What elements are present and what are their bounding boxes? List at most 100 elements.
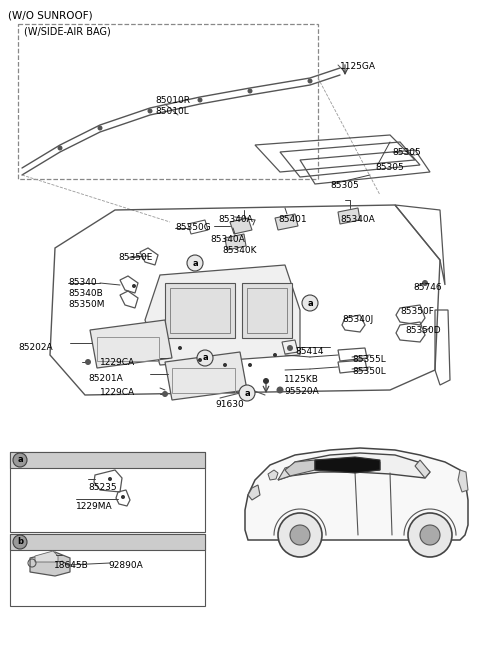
Circle shape: [408, 513, 452, 557]
Circle shape: [187, 255, 203, 271]
Text: 1229CA: 1229CA: [100, 388, 135, 397]
Polygon shape: [225, 234, 246, 250]
Text: 85340A: 85340A: [340, 215, 375, 224]
Circle shape: [58, 145, 62, 150]
Polygon shape: [275, 214, 298, 230]
Text: b: b: [17, 537, 23, 546]
Polygon shape: [355, 460, 380, 472]
Text: 85340B: 85340B: [68, 289, 103, 298]
Polygon shape: [338, 208, 360, 224]
Circle shape: [420, 525, 440, 545]
Text: 85350E: 85350E: [118, 253, 152, 262]
Circle shape: [197, 98, 203, 102]
Bar: [165, 283, 235, 338]
Text: 85350G: 85350G: [175, 223, 211, 232]
Circle shape: [223, 363, 227, 367]
Polygon shape: [35, 551, 58, 562]
Text: a: a: [17, 455, 23, 465]
Text: 1229MA: 1229MA: [76, 502, 113, 511]
Polygon shape: [278, 453, 430, 480]
Text: 85401: 85401: [278, 215, 307, 224]
Circle shape: [302, 295, 318, 311]
Circle shape: [290, 525, 310, 545]
Text: 85350M: 85350M: [68, 300, 105, 309]
Circle shape: [198, 358, 202, 362]
Polygon shape: [315, 457, 380, 473]
Polygon shape: [165, 352, 247, 400]
Bar: [10, 534, 205, 550]
Polygon shape: [245, 448, 468, 540]
Text: 1125KB: 1125KB: [284, 375, 319, 384]
Circle shape: [132, 284, 136, 288]
Bar: [242, 283, 292, 338]
Circle shape: [13, 535, 27, 549]
Text: 85340K: 85340K: [222, 246, 256, 255]
Polygon shape: [278, 465, 295, 480]
Text: 95520A: 95520A: [284, 387, 319, 396]
Polygon shape: [230, 218, 252, 234]
Polygon shape: [145, 265, 300, 365]
Circle shape: [248, 88, 252, 94]
Text: 18645B: 18645B: [54, 561, 89, 570]
Polygon shape: [415, 460, 430, 478]
Circle shape: [287, 345, 293, 351]
Bar: [97, 337, 159, 361]
Bar: [247, 288, 287, 333]
Polygon shape: [315, 460, 355, 472]
Text: a: a: [202, 354, 208, 362]
Text: 1229CA: 1229CA: [100, 358, 135, 367]
Circle shape: [108, 477, 112, 481]
Text: 85340: 85340: [68, 278, 96, 287]
Circle shape: [263, 378, 269, 384]
Circle shape: [273, 353, 277, 357]
Text: 1125GA: 1125GA: [340, 62, 376, 71]
Text: 85305: 85305: [375, 163, 404, 172]
Circle shape: [162, 391, 168, 397]
Text: 85350D: 85350D: [405, 326, 441, 335]
Circle shape: [422, 280, 428, 286]
Circle shape: [197, 350, 213, 366]
Text: 85355L: 85355L: [352, 355, 386, 364]
Circle shape: [13, 453, 27, 467]
Polygon shape: [90, 320, 172, 368]
Text: 85305: 85305: [330, 181, 359, 190]
Text: 85414: 85414: [295, 347, 324, 356]
Text: a: a: [244, 389, 250, 397]
Bar: [10, 452, 205, 468]
Text: 85340A: 85340A: [218, 215, 253, 224]
Polygon shape: [458, 470, 468, 492]
Text: 85010L: 85010L: [155, 107, 189, 116]
Bar: [18, 24, 318, 179]
Circle shape: [121, 495, 125, 499]
Bar: [170, 288, 230, 333]
Bar: [10, 452, 205, 532]
Text: (W/SIDE-AIR BAG): (W/SIDE-AIR BAG): [24, 26, 111, 36]
Circle shape: [178, 346, 182, 350]
Text: 85235: 85235: [88, 483, 117, 492]
Circle shape: [147, 108, 153, 114]
Circle shape: [248, 363, 252, 367]
Circle shape: [278, 513, 322, 557]
Bar: [10, 534, 205, 606]
Text: 91630: 91630: [215, 400, 244, 409]
Text: 92890A: 92890A: [108, 561, 143, 570]
Polygon shape: [285, 460, 315, 476]
Text: (W/O SUNROOF): (W/O SUNROOF): [8, 10, 93, 20]
Text: 85746: 85746: [413, 283, 442, 292]
Bar: [172, 368, 235, 393]
Polygon shape: [268, 470, 278, 480]
Circle shape: [239, 385, 255, 401]
Polygon shape: [30, 552, 70, 576]
Circle shape: [276, 387, 284, 393]
Text: a: a: [307, 298, 313, 308]
Circle shape: [97, 125, 103, 131]
Text: 85305: 85305: [392, 148, 421, 157]
Text: 85201A: 85201A: [88, 374, 123, 383]
Circle shape: [308, 79, 312, 84]
Text: 85350L: 85350L: [352, 367, 386, 376]
Text: 85010R: 85010R: [155, 96, 190, 105]
Text: 85202A: 85202A: [18, 343, 53, 352]
Polygon shape: [248, 485, 260, 500]
Text: 85350F: 85350F: [400, 307, 434, 316]
Text: 85340J: 85340J: [342, 315, 373, 324]
